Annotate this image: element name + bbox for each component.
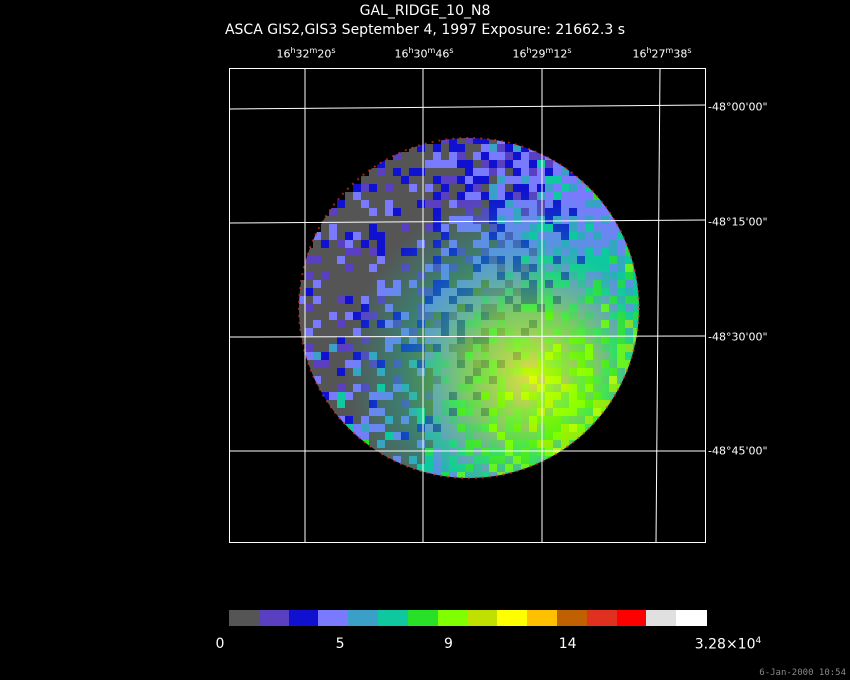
- intensity-cell: [449, 480, 457, 488]
- colorbar-swatch: [318, 610, 349, 626]
- colorbar-label: 0: [215, 636, 225, 652]
- intensity-cell: [537, 464, 545, 472]
- intensity-cell: [633, 248, 639, 256]
- intensity-cell: [609, 408, 617, 416]
- intensity-cell: [441, 480, 449, 488]
- intensity-cell: [473, 480, 481, 488]
- colorbar-swatch: [586, 610, 618, 626]
- intensity-cell: [641, 280, 649, 288]
- intensity-cell: [545, 464, 553, 472]
- intensity-cell: [633, 352, 639, 360]
- ra-label: 16h32m20s: [276, 46, 336, 61]
- intensity-cell: [377, 456, 385, 464]
- timestamp: 6-Jan-2000 10:54: [759, 668, 846, 678]
- intensity-colorbar: [229, 610, 707, 626]
- colorbar-label: 5: [335, 636, 345, 652]
- intensity-cell: [521, 472, 529, 478]
- intensity-cell: [593, 424, 601, 432]
- colorbar-swatch: [378, 610, 409, 626]
- intensity-cell: [633, 256, 639, 264]
- intensity-cell: [641, 288, 649, 296]
- colorbar-swatch: [676, 610, 707, 626]
- intensity-cell: [465, 480, 473, 488]
- bright-emission-region: [299, 138, 639, 478]
- intensity-cell: [617, 216, 625, 224]
- intensity-cell: [553, 456, 561, 464]
- intensity-cell: [641, 312, 649, 320]
- dec-label: -48°00'00": [708, 100, 768, 114]
- intensity-cell: [457, 480, 465, 488]
- colorbar-swatch: [437, 610, 468, 626]
- intensity-cell: [513, 472, 521, 478]
- colorbar-swatch: [467, 610, 498, 626]
- intensity-cell: [409, 472, 417, 478]
- intensity-cell: [585, 432, 593, 440]
- colorbar-swatch: [229, 610, 260, 626]
- intensity-cell: [489, 480, 497, 488]
- sky-image-frame: [229, 68, 706, 543]
- coordinate-grid: [229, 68, 706, 543]
- ra-label: 16h30m46s: [394, 46, 454, 61]
- dec-label: -48°30'00": [708, 330, 768, 344]
- intensity-cell: [481, 480, 489, 488]
- intensity-cell: [393, 464, 401, 472]
- intensity-cell: [417, 472, 425, 478]
- image-subtitle: ASCA GIS2,GIS3 September 4, 1997 Exposur…: [224, 22, 626, 38]
- intensity-cell: [641, 328, 649, 336]
- intensity-cell: [625, 232, 633, 240]
- intensity-cell: [569, 448, 577, 456]
- colorbar-swatch: [407, 610, 439, 626]
- colorbar-swatch: [348, 610, 379, 626]
- intensity-cell: [633, 360, 639, 368]
- image-title: GAL_RIDGE_10_N8: [359, 3, 491, 19]
- intensity-cell: [641, 296, 649, 304]
- colorbar-label: 9: [443, 636, 453, 652]
- intensity-cell: [577, 440, 585, 448]
- colorbar-swatch: [646, 610, 677, 626]
- ra-label: 16h27m38s: [632, 46, 692, 61]
- intensity-cell: [617, 400, 625, 408]
- intensity-cell: [625, 376, 633, 384]
- fov-edge: [298, 137, 640, 479]
- intensity-cell: [641, 320, 649, 328]
- dec-label: -48°15'00": [708, 215, 768, 229]
- intensity-cell: [601, 416, 609, 424]
- colorbar-swatch: [616, 610, 647, 626]
- colorbar-swatch: [497, 610, 528, 626]
- intensity-cell: [641, 304, 649, 312]
- intensity-cell: [641, 336, 649, 344]
- colorbar-swatch: [258, 610, 290, 626]
- intensity-cell: [561, 456, 569, 464]
- intensity-cell: [617, 392, 625, 400]
- colorbar-swatch: [556, 610, 588, 626]
- intensity-cell: [529, 472, 537, 478]
- colorbar-label: 14: [558, 636, 577, 652]
- intensity-cell: [497, 480, 505, 488]
- intensity-cell: [633, 368, 639, 376]
- colorbar-label: 3.28×104: [694, 636, 762, 653]
- ra-label: 16h29m12s: [512, 46, 572, 61]
- colorbar-swatch: [288, 610, 319, 626]
- colorbar-swatch: [527, 610, 558, 626]
- intensity-cell: [625, 384, 633, 392]
- dec-label: -48°45'00": [708, 444, 768, 458]
